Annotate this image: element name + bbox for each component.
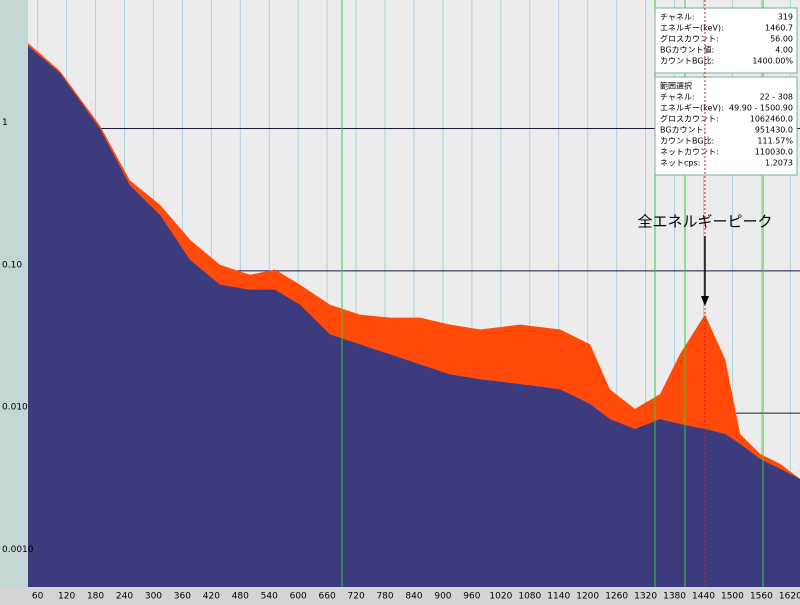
arrow-head: [700, 296, 709, 306]
info-label: エネルギー(keV):: [660, 24, 724, 33]
x-tick-label: 780: [376, 592, 393, 602]
x-tick-label: 300: [145, 592, 162, 602]
info-label: グロスカウント:: [660, 34, 719, 44]
info-value: 110030.0: [755, 148, 793, 157]
x-tick-label: 240: [116, 592, 133, 602]
y-tick-label: 1: [2, 118, 8, 128]
x-tick-label: 540: [261, 592, 278, 602]
info-value: 1460.7: [765, 24, 793, 33]
spectrum-area: [28, 45, 800, 587]
x-tick-label: 1560: [750, 592, 773, 602]
info-value: 1062460.0: [750, 115, 793, 124]
x-tick-label: 840: [405, 592, 422, 602]
info-label: エネルギー(keV):: [660, 104, 724, 113]
info-label: BGカウント:: [660, 126, 706, 135]
x-tick-label: 1200: [576, 592, 599, 602]
x-tick-label: 1440: [692, 592, 715, 602]
x-tick-label: 1320: [634, 592, 657, 602]
x-tick-label: 1020: [489, 592, 512, 602]
y-tick-label: 0.010: [2, 403, 28, 413]
info-label: カウントBG比:: [660, 56, 714, 66]
x-tick-label: 60: [32, 592, 44, 602]
info-value: 4.00: [775, 46, 793, 55]
y-tick-label: 0.0010: [2, 545, 34, 555]
x-tick-label: 180: [87, 592, 104, 602]
x-tick-label: 600: [290, 592, 307, 602]
y-axis-strip: [0, 0, 28, 587]
x-tick-label: 1080: [518, 592, 541, 602]
x-tick-label: 480: [232, 592, 249, 602]
info-label: グロスカウント:: [660, 114, 719, 124]
info-value: 56.00: [770, 35, 793, 44]
info-label: ネットcps:: [660, 159, 700, 168]
info-label: カウントBG比:: [660, 136, 714, 146]
info-title: 範囲選択: [660, 81, 692, 91]
info-value: 111.57%: [757, 137, 793, 146]
info-box: [654, 76, 798, 176]
x-tick-label: 420: [203, 592, 220, 602]
x-tick-label: 360: [174, 592, 191, 602]
info-label: チャネル:: [660, 93, 695, 102]
info-value: 1400.00%: [752, 57, 793, 66]
info-box: [654, 7, 798, 74]
x-tick-label: 900: [434, 592, 451, 602]
x-tick-label: 120: [58, 592, 75, 602]
info-value: 319: [778, 13, 793, 22]
x-axis-strip: [0, 587, 800, 605]
areas: [28, 42, 800, 588]
y-tick-label: 0.10: [2, 260, 22, 270]
x-tick-label: 660: [319, 592, 336, 602]
ticks: 60 120 180 240 300 360 420 480 540 600 660 720 780 84…: [2, 118, 800, 601]
x-tick-label: 1140: [547, 592, 570, 602]
info-panel: チャネル: 319 エネルギー(keV): 1460.7 グロスカウント: 56.00 BG…: [654, 7, 798, 176]
info-label: チャネル:: [660, 13, 695, 22]
x-tick-label: 1620: [779, 592, 800, 602]
info-value: 49.90 - 1500.90: [729, 104, 793, 113]
x-tick-label: 1260: [605, 592, 628, 602]
annotation: 全エネルギーピーク: [637, 0, 772, 587]
x-tick-label: 960: [463, 592, 480, 602]
x-tick-label: 1380: [663, 592, 686, 602]
info-label: ネットカウント:: [660, 148, 719, 157]
info-value: 22 - 308: [760, 93, 793, 102]
x-tick-label: 720: [348, 592, 365, 602]
info-label: BGカウント値:: [660, 45, 714, 55]
info-value: 1.2073: [765, 159, 793, 168]
info-value: 951430.0: [755, 126, 793, 135]
x-tick-label: 1500: [721, 592, 744, 602]
